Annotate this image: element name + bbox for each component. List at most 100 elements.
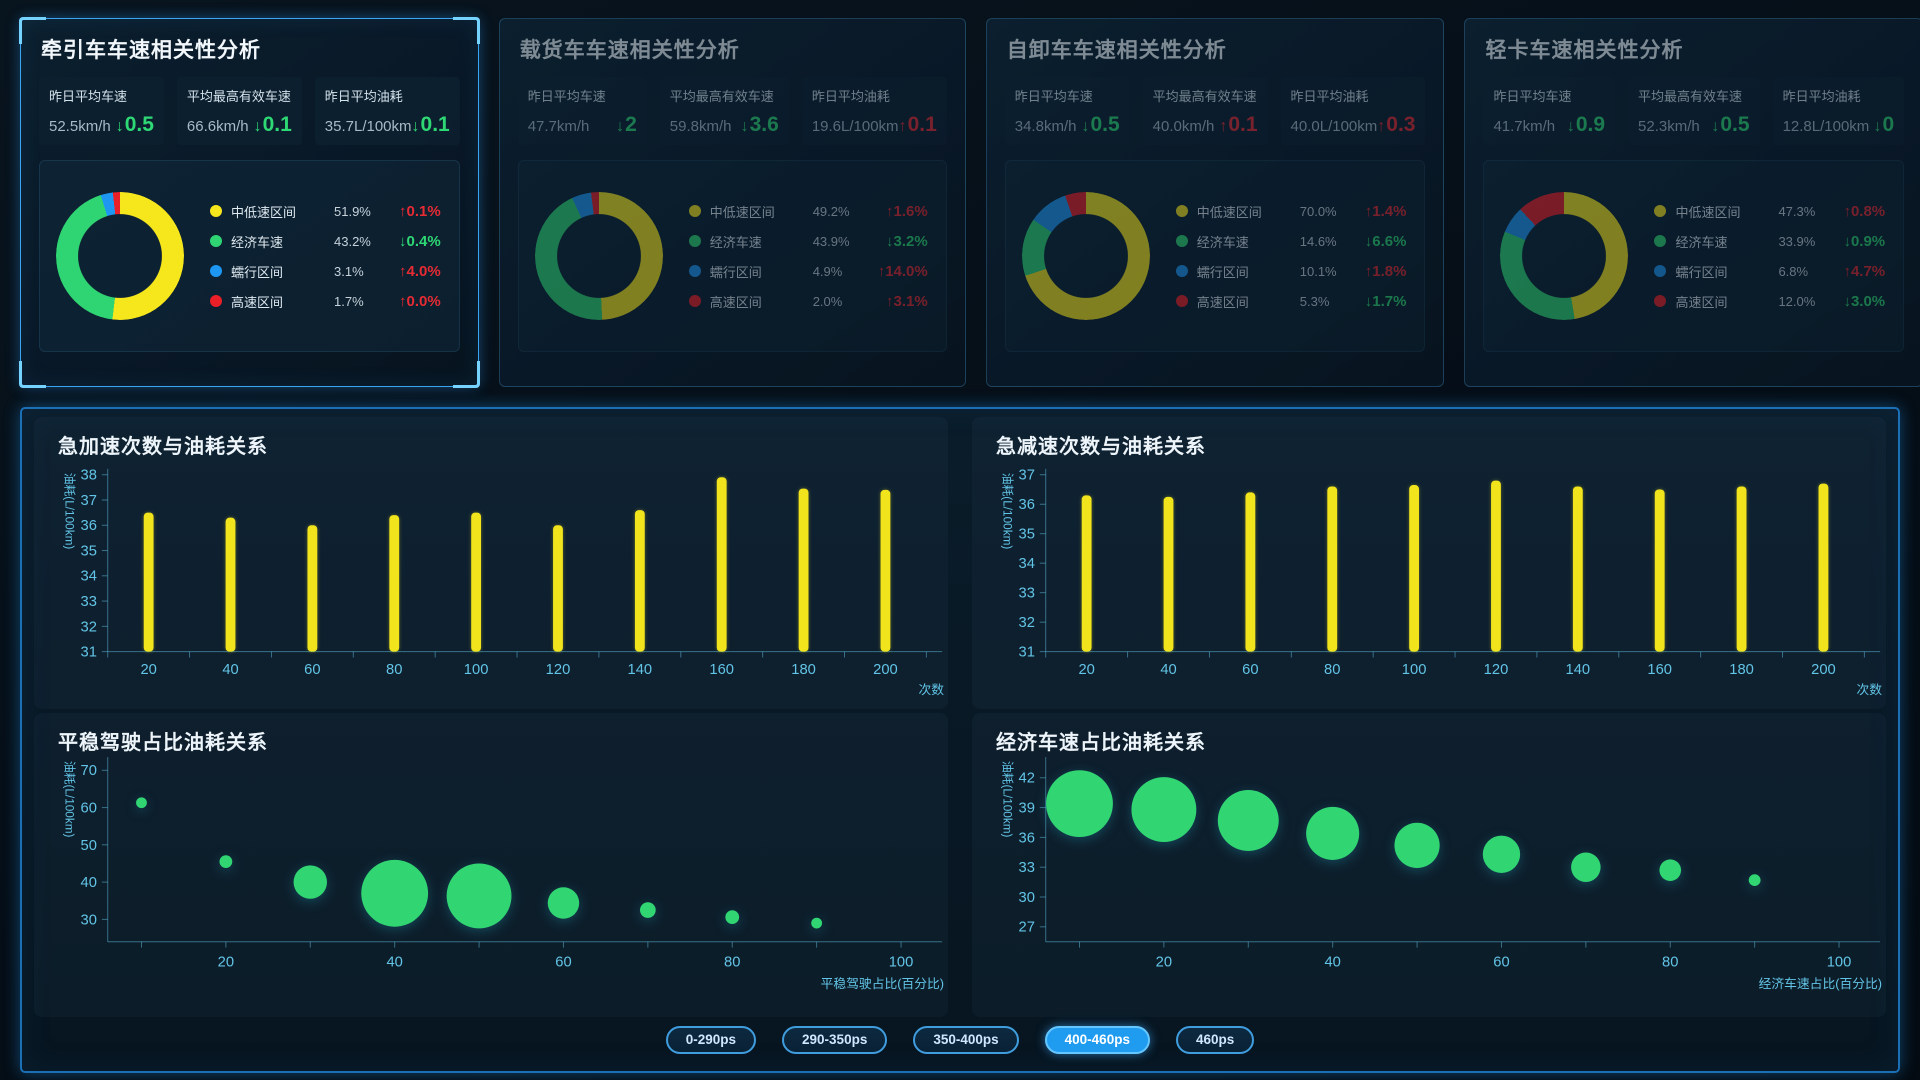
legend-item[interactable]: 中低速区间 47.3% ↑0.8% bbox=[1654, 200, 1887, 222]
stat-label: 平均最高有效车速 bbox=[1152, 89, 1257, 104]
legend-percent: 2.0% bbox=[812, 293, 843, 309]
svg-text:42: 42 bbox=[1019, 771, 1035, 787]
legend-item[interactable]: 经济车速 14.6% ↓6.6% bbox=[1175, 230, 1409, 252]
svg-text:120: 120 bbox=[546, 662, 571, 678]
vehicle-card-2[interactable]: 载货车车速相关性分析 昨日平均车速 47.7km/h ↓2 平均最高有效车速 59.8km… bbox=[498, 18, 966, 387]
speed-range-panel: 中低速区间 51.9% ↑0.1% 经济车速 43.2% ↓0.4% 蠕行区间 3.1% ↑4.… bbox=[39, 160, 460, 352]
svg-text:20: 20 bbox=[1156, 954, 1172, 970]
legend-percent: 6.8% bbox=[1778, 263, 1809, 279]
legend-percent: 43.9% bbox=[812, 233, 850, 249]
stat-box-1: 平均最高有效车速 66.6km/h ↓0.1 bbox=[176, 77, 302, 145]
speed-range-donut[interactable] bbox=[1500, 192, 1629, 320]
legend-percent: 33.9% bbox=[1778, 233, 1816, 249]
stat-line: 47.7km/h ↓2 bbox=[528, 113, 637, 137]
arrow-down-icon: ↓ bbox=[616, 118, 625, 135]
svg-text:40: 40 bbox=[386, 954, 402, 970]
legend-dot-icon bbox=[1175, 235, 1188, 247]
legend-dot-icon bbox=[1175, 295, 1188, 307]
legend-delta: ↑0.8% bbox=[1843, 202, 1886, 220]
legend-label: 高速区间 bbox=[709, 294, 762, 310]
hp-filter-0-290ps[interactable]: 0-290ps bbox=[665, 1026, 757, 1054]
hp-filter-290-350ps[interactable]: 290-350ps bbox=[782, 1026, 888, 1054]
speed-range-donut[interactable] bbox=[1021, 192, 1150, 320]
arrow-down-icon: ↓ bbox=[1873, 118, 1882, 135]
legend-delta: ↑0.1% bbox=[399, 202, 441, 220]
charts-grid: 急加速次数与油耗关系 31 32 33 34 35 36 37 38 油耗(L/100km) 20 4… bbox=[34, 417, 1886, 1021]
stat-line: 66.6km/h ↓0.1 bbox=[187, 113, 292, 137]
legend-item[interactable]: 高速区间 5.3% ↓1.7% bbox=[1175, 290, 1409, 312]
legend-delta: ↓0.9% bbox=[1843, 232, 1886, 250]
hp-filter-400-460ps[interactable]: 400-460ps bbox=[1044, 1026, 1150, 1054]
svg-text:次数: 次数 bbox=[919, 682, 945, 697]
stat-delta: ↑0.1 bbox=[899, 113, 937, 137]
speed-range-donut[interactable] bbox=[56, 192, 184, 320]
svg-text:油耗(L/100km): 油耗(L/100km) bbox=[1000, 473, 1014, 550]
legend-label: 蠕行区间 bbox=[1196, 264, 1249, 280]
legend-item[interactable]: 高速区间 1.7% ↑0.0% bbox=[210, 290, 443, 312]
legend-item[interactable]: 蠕行区间 10.1% ↑1.8% bbox=[1175, 260, 1409, 282]
scatter-plot[interactable]: 30 40 50 60 70 油耗(L/100km) 20 40 60 80 100 平稳驾驶占比(百… bbox=[34, 755, 948, 1003]
stat-label: 昨日平均油耗 bbox=[1290, 89, 1369, 104]
legend-delta: ↓0.4% bbox=[399, 232, 441, 250]
svg-text:37: 37 bbox=[81, 493, 97, 509]
hp-filter-460ps[interactable]: 460ps bbox=[1175, 1026, 1255, 1054]
legend-item[interactable]: 蠕行区间 6.8% ↑4.7% bbox=[1654, 260, 1887, 282]
vehicle-card-4[interactable]: 轻卡车速相关性分析 昨日平均车速 41.7km/h ↓0.9 平均最高有效车速 52.3k… bbox=[1464, 18, 1920, 387]
stat-box-0: 昨日平均车速 34.8km/h ↓0.5 bbox=[1004, 77, 1130, 145]
svg-text:34: 34 bbox=[1019, 556, 1035, 572]
legend-item[interactable]: 中低速区间 51.9% ↑0.1% bbox=[210, 200, 443, 222]
stat-label: 昨日平均车速 bbox=[49, 89, 128, 104]
bar-plot[interactable]: 31 32 33 34 35 36 37 38 油耗(L/100km) 20 40 60 80 100 12… bbox=[34, 459, 948, 701]
vehicle-card-1[interactable]: 牵引车车速相关性分析 昨日平均车速 52.5km/h ↓0.5 平均最高有效车速 66.6… bbox=[19, 17, 480, 388]
stat-value: 19.6L/100km bbox=[811, 118, 899, 135]
stat-value: 35.7L/100km bbox=[324, 118, 412, 135]
legend-dot-icon bbox=[1175, 205, 1188, 217]
speed-range-donut[interactable] bbox=[534, 192, 663, 320]
chart-title: 经济车速占比油耗关系 bbox=[996, 732, 1206, 754]
legend-delta: ↑1.6% bbox=[886, 202, 928, 220]
legend-percent: 51.9% bbox=[334, 203, 371, 219]
legend-item[interactable]: 经济车速 33.9% ↓0.9% bbox=[1654, 230, 1887, 252]
legend-label: 高速区间 bbox=[1196, 294, 1249, 310]
card-content: 轻卡车速相关性分析 昨日平均车速 41.7km/h ↓0.9 平均最高有效车速 52.3k… bbox=[1465, 19, 1920, 386]
stat-value: 34.8km/h bbox=[1014, 118, 1077, 135]
arrow-down-icon: ↓ bbox=[1081, 118, 1090, 135]
stat-delta-value: 0.1 bbox=[262, 113, 292, 136]
bar-plot[interactable]: 31 32 33 34 35 36 37 油耗(L/100km) 20 40 60 80 100 120 1… bbox=[972, 459, 1886, 701]
legend-item[interactable]: 高速区间 12.0% ↓3.0% bbox=[1654, 290, 1887, 312]
legend-dot-icon bbox=[210, 205, 222, 217]
legend-percent: 47.3% bbox=[1778, 203, 1816, 219]
stat-delta: ↓3.6 bbox=[741, 113, 779, 137]
legend-item[interactable]: 中低速区间 49.2% ↑1.6% bbox=[688, 200, 930, 222]
card-title: 自卸车车速相关性分析 bbox=[1006, 39, 1227, 62]
stat-box-1: 平均最高有效车速 40.0km/h ↑0.1 bbox=[1142, 77, 1268, 145]
stat-delta-value: 0.5 bbox=[1720, 113, 1750, 136]
stat-value: 52.3km/h bbox=[1638, 118, 1700, 135]
card-title: 轻卡车速相关性分析 bbox=[1485, 39, 1684, 62]
stat-delta-value: 0 bbox=[1882, 113, 1895, 136]
legend-label: 中低速区间 bbox=[1675, 204, 1741, 220]
svg-text:油耗(L/100km): 油耗(L/100km) bbox=[62, 761, 76, 838]
stat-line: 40.0km/h ↑0.1 bbox=[1153, 113, 1258, 137]
stat-delta: ↓0.5 bbox=[1081, 113, 1119, 137]
legend-percent: 3.1% bbox=[334, 263, 364, 279]
hp-filter-350-400ps[interactable]: 350-400ps bbox=[913, 1026, 1019, 1054]
card-content: 牵引车车速相关性分析 昨日平均车速 52.5km/h ↓0.5 平均最高有效车速 66.6… bbox=[21, 19, 478, 386]
vehicle-cards-row: 牵引车车速相关性分析 昨日平均车速 52.5km/h ↓0.5 平均最高有效车速 66.6… bbox=[19, 17, 1920, 388]
svg-text:37: 37 bbox=[1019, 468, 1035, 484]
stat-value: 41.7km/h bbox=[1493, 118, 1556, 135]
svg-text:20: 20 bbox=[218, 954, 234, 970]
stat-value: 59.8km/h bbox=[669, 118, 732, 135]
stat-value: 40.0km/h bbox=[1152, 118, 1215, 135]
vehicle-card-3[interactable]: 自卸车车速相关性分析昨日平均车速 34.8km/h ↓0.5 平均最高有效车速 40.0… bbox=[985, 18, 1445, 387]
legend-item[interactable]: 经济车速 43.9% ↓3.2% bbox=[688, 230, 930, 252]
legend-item[interactable]: 中低速区间 70.0% ↑1.4% bbox=[1175, 200, 1409, 222]
legend-item[interactable]: 高速区间 2.0% ↑3.1% bbox=[688, 290, 930, 312]
stat-value: 12.8L/100km bbox=[1782, 118, 1870, 135]
scatter-plot[interactable]: 27 30 33 36 39 42 油耗(L/100km) 20 40 60 80 100 经济车速占比… bbox=[972, 755, 1886, 1003]
svg-text:40: 40 bbox=[1160, 662, 1176, 678]
legend-item[interactable]: 蠕行区间 3.1% ↑4.0% bbox=[210, 260, 443, 282]
legend-label: 蠕行区间 bbox=[709, 264, 762, 280]
legend-item[interactable]: 经济车速 43.2% ↓0.4% bbox=[210, 230, 443, 252]
legend-item[interactable]: 蠕行区间 4.9% ↑14.0% bbox=[688, 260, 930, 282]
